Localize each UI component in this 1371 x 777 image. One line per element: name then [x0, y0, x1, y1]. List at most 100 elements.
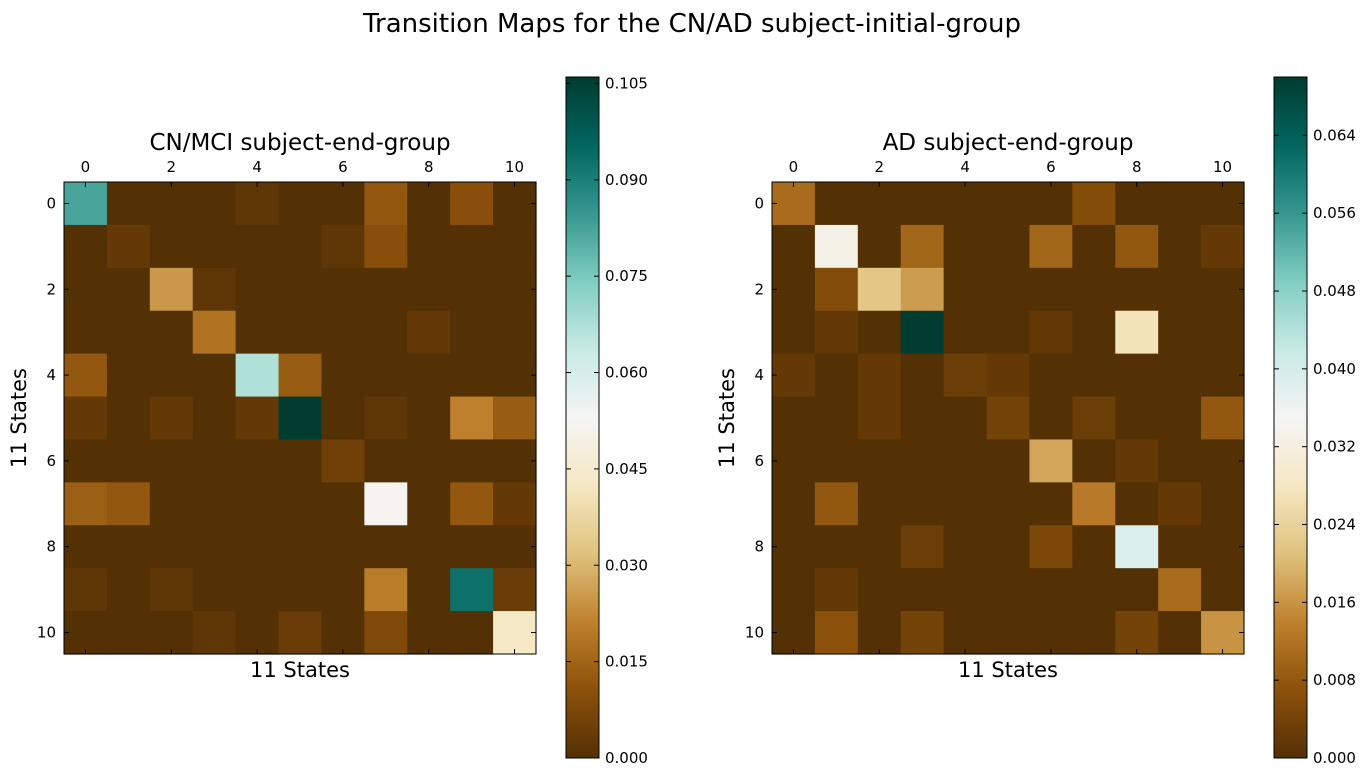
heatmap-cell — [364, 439, 408, 483]
heatmap-cell — [772, 182, 816, 226]
heatmap-cell — [235, 353, 280, 398]
colorbar-tick-label: 0.000 — [1313, 749, 1356, 767]
heatmap-cell — [943, 568, 988, 612]
heatmap-cell — [407, 182, 451, 226]
heatmap-cell — [1201, 525, 1245, 569]
heatmap-cell — [857, 353, 902, 398]
heatmap-cell — [1072, 396, 1116, 441]
heatmap-cell — [450, 439, 494, 483]
heatmap-cell — [278, 267, 323, 312]
heatmap-cell — [235, 267, 280, 312]
heatmap-cell — [1201, 267, 1245, 312]
heatmap-cell — [1029, 611, 1073, 655]
heatmap-cell — [1158, 525, 1202, 569]
heatmap-cell — [1201, 482, 1245, 526]
heatmap-cell — [857, 482, 902, 526]
heatmap-cell — [321, 482, 365, 526]
heatmap-cell — [943, 182, 988, 226]
heatmap-cell — [364, 267, 408, 312]
heatmap-cell — [407, 267, 451, 312]
heatmap-cell — [149, 182, 194, 226]
heatmap-cell — [814, 353, 859, 398]
x-tick-label: 6 — [1046, 158, 1056, 176]
heatmap-cell — [235, 525, 280, 569]
heatmap-cell — [814, 568, 859, 612]
heatmap-cell — [986, 353, 1031, 398]
y-tick-label: 8 — [46, 538, 56, 556]
heatmap-cell — [364, 310, 408, 355]
heatmap-cell — [493, 182, 537, 226]
heatmap-cell — [106, 267, 151, 312]
heatmap-cell — [235, 439, 280, 483]
heatmap-cell — [986, 482, 1031, 526]
heatmap-cell — [1115, 267, 1159, 312]
heatmap-cell — [900, 353, 945, 398]
x-tick-label: 4 — [960, 158, 970, 176]
y-tick-label: 0 — [46, 194, 56, 212]
heatmap-cell — [278, 525, 323, 569]
heatmap-cell — [493, 525, 537, 569]
heatmap-cell — [321, 568, 365, 612]
heatmap-cell — [321, 525, 365, 569]
y-tick-label: 10 — [37, 624, 56, 642]
colorbar-tick-label: 0.032 — [1313, 438, 1356, 456]
heatmap-cell — [278, 482, 323, 526]
heatmap-cell — [1072, 224, 1116, 269]
heatmap-cells — [772, 182, 1245, 655]
heatmap-cell — [450, 396, 494, 441]
heatmap-cell — [814, 182, 859, 226]
heatmap-cell — [1158, 310, 1202, 355]
heatmap-cell — [149, 568, 194, 612]
figure-title: Transition Maps for the CN/AD subject-in… — [362, 9, 1021, 39]
heatmap-cell — [1029, 224, 1073, 269]
heatmap-cell — [192, 525, 237, 569]
colorbar-tick-label: 0.024 — [1313, 516, 1356, 534]
heatmap-cell — [192, 182, 237, 226]
heatmap-cell — [1029, 525, 1073, 569]
heatmap-cell — [235, 224, 280, 269]
heatmap-cell — [235, 310, 280, 355]
heatmap-cell — [407, 439, 451, 483]
x-tick-label: 0 — [789, 158, 799, 176]
heatmap-cell — [814, 525, 859, 569]
heatmap-cell — [235, 568, 280, 612]
heatmap-cell — [1072, 611, 1116, 655]
heatmap-cell — [1201, 396, 1245, 441]
heatmap-cell — [149, 353, 194, 398]
heatmap-cell — [1115, 353, 1159, 398]
heatmap-cell — [814, 482, 859, 526]
heatmap-cell — [364, 568, 408, 612]
heatmap-cell — [943, 439, 988, 483]
heatmap-cell — [64, 353, 108, 398]
heatmap-cell — [772, 267, 816, 312]
heatmap-cell — [900, 482, 945, 526]
heatmap-cell — [1029, 482, 1073, 526]
y-tick-label: 10 — [745, 624, 764, 642]
heatmap-cell — [321, 182, 365, 226]
y-tick-label: 2 — [46, 280, 56, 298]
heatmap-cell — [1029, 267, 1073, 312]
heatmap-cell — [814, 224, 859, 269]
heatmap-cell — [986, 182, 1031, 226]
heatmap-cell — [493, 353, 537, 398]
heatmap-cell — [900, 611, 945, 655]
heatmap-cell — [106, 525, 151, 569]
heatmap-cell — [943, 353, 988, 398]
heatmap-panel-1: 0 2 4 6 8 10 0 2 4 6 8 10 CN/MCI subject-end-group 11… — [7, 74, 648, 767]
heatmap-cell — [106, 611, 151, 655]
heatmap-cell — [149, 224, 194, 269]
heatmap-cell — [407, 396, 451, 441]
axes-frame — [771, 181, 1245, 655]
colorbar — [1273, 76, 1308, 759]
heatmap-cell — [192, 267, 237, 312]
heatmap-cell — [900, 224, 945, 269]
colorbar-tick-label: 0.045 — [605, 460, 648, 478]
heatmap-cell — [857, 611, 902, 655]
heatmap-cell — [1158, 482, 1202, 526]
colorbar-tick-label: 0.048 — [1313, 282, 1356, 300]
heatmap-cell — [857, 310, 902, 355]
heatmap-cell — [407, 568, 451, 612]
y-tick-label: 4 — [46, 366, 56, 384]
axes-title: AD subject-end-group — [883, 130, 1134, 156]
